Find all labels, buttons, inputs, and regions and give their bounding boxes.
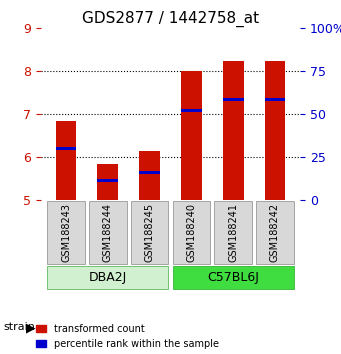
Title: GDS2877 / 1442758_at: GDS2877 / 1442758_at [82, 11, 259, 27]
Text: GSM188244: GSM188244 [103, 203, 113, 262]
FancyBboxPatch shape [173, 266, 294, 289]
Bar [181, 109, 202, 112]
Bar [265, 61, 285, 200]
FancyBboxPatch shape [214, 201, 252, 264]
Bar [265, 98, 285, 101]
Bar [97, 164, 118, 200]
Text: GSM188241: GSM188241 [228, 203, 238, 262]
Bar [223, 61, 244, 200]
Bar [139, 171, 160, 174]
Bar [56, 147, 76, 150]
Text: C57BL6J: C57BL6J [207, 271, 259, 284]
Text: strain: strain [3, 322, 35, 332]
FancyBboxPatch shape [173, 201, 210, 264]
FancyBboxPatch shape [89, 201, 127, 264]
FancyBboxPatch shape [47, 201, 85, 264]
FancyBboxPatch shape [131, 201, 168, 264]
FancyBboxPatch shape [47, 266, 168, 289]
Bar [97, 179, 118, 182]
Bar [139, 151, 160, 200]
FancyBboxPatch shape [256, 201, 294, 264]
Bar [223, 98, 244, 101]
Text: GSM188245: GSM188245 [145, 203, 154, 262]
Text: DBA2J: DBA2J [89, 271, 127, 284]
Bar [56, 121, 76, 200]
Bar [181, 71, 202, 200]
Text: GSM188240: GSM188240 [187, 203, 196, 262]
Text: ▶: ▶ [26, 321, 35, 334]
Text: GSM188242: GSM188242 [270, 203, 280, 262]
Text: GSM188243: GSM188243 [61, 203, 71, 262]
Legend: transformed count, percentile rank within the sample: transformed count, percentile rank withi… [32, 320, 222, 353]
